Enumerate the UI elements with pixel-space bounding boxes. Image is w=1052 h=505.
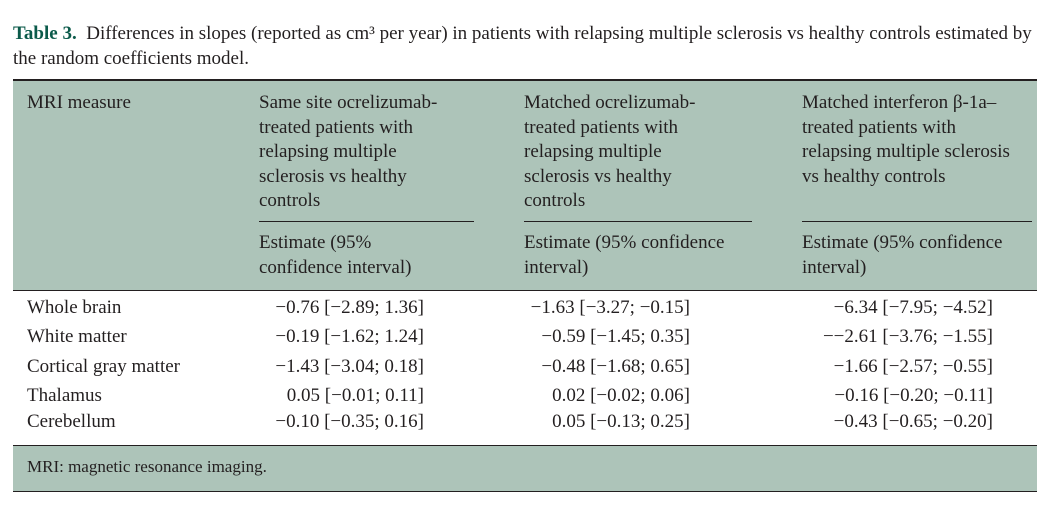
row-label: Thalamus	[27, 385, 102, 406]
cell-same-site: −0.76 [−2.89; 1.36]	[275, 297, 424, 318]
cell-matched-interferon: −−2.61 [−3.76; −1.55]	[822, 326, 993, 347]
table-label: Table 3.	[13, 23, 77, 44]
header-rule	[259, 221, 474, 222]
subheader-estimate-2: Estimate (95% confidence interval)	[524, 232, 725, 278]
header-rule	[524, 221, 752, 222]
footnote: MRI: magnetic resonance imaging.	[27, 457, 267, 476]
header-rule	[802, 221, 1032, 222]
table-footer	[13, 445, 1037, 492]
row-label: Cerebellum	[27, 411, 116, 432]
header-col-matched-interferon: Matched interferon β-1a–treated patients…	[802, 92, 1010, 187]
subheader-estimate-1: Estimate (95% confidence interval)	[259, 232, 412, 278]
cell-matched-ocrelizumab: 0.02 [−0.02; 0.06]	[552, 385, 690, 406]
row-label: White matter	[27, 326, 127, 347]
table-caption: Table 3. Differences in slopes (reported…	[13, 21, 1043, 71]
cell-matched-interferon: −6.34 [−7.95; −4.52]	[833, 297, 993, 318]
cell-matched-ocrelizumab: −0.48 [−1.68; 0.65]	[541, 356, 690, 377]
header-col-same-site: Same site ocrelizumab-treated patients w…	[259, 92, 438, 211]
row-label: Cortical gray matter	[27, 356, 180, 377]
cell-matched-ocrelizumab: −0.59 [−1.45; 0.35]	[541, 326, 690, 347]
cell-matched-interferon: −1.66 [−2.57; −0.55]	[833, 356, 993, 377]
table-header	[13, 79, 1037, 291]
cell-matched-interferon: −0.43 [−0.65; −0.20]	[833, 411, 993, 432]
header-col-matched-ocrelizumab: Matched ocrelizumab-treated patients wit…	[524, 92, 696, 211]
subheader-estimate-3: Estimate (95% confidence interval)	[802, 232, 1003, 278]
header-mri-measure: MRI measure	[27, 92, 131, 113]
cell-same-site: 0.05 [−0.01; 0.11]	[286, 385, 424, 406]
cell-matched-ocrelizumab: −1.63 [−3.27; −0.15]	[530, 297, 690, 318]
cell-same-site: −0.19 [−1.62; 1.24]	[275, 326, 424, 347]
cell-same-site: −1.43 [−3.04; 0.18]	[275, 356, 424, 377]
cell-same-site: −0.10 [−0.35; 0.16]	[275, 411, 424, 432]
row-label: Whole brain	[27, 297, 122, 318]
cell-matched-interferon: −0.16 [−0.20; −0.11]	[834, 385, 993, 406]
caption-text: Differences in slopes (reported as cm³ p…	[13, 23, 1032, 69]
cell-matched-ocrelizumab: 0.05 [−0.13; 0.25]	[552, 411, 690, 432]
